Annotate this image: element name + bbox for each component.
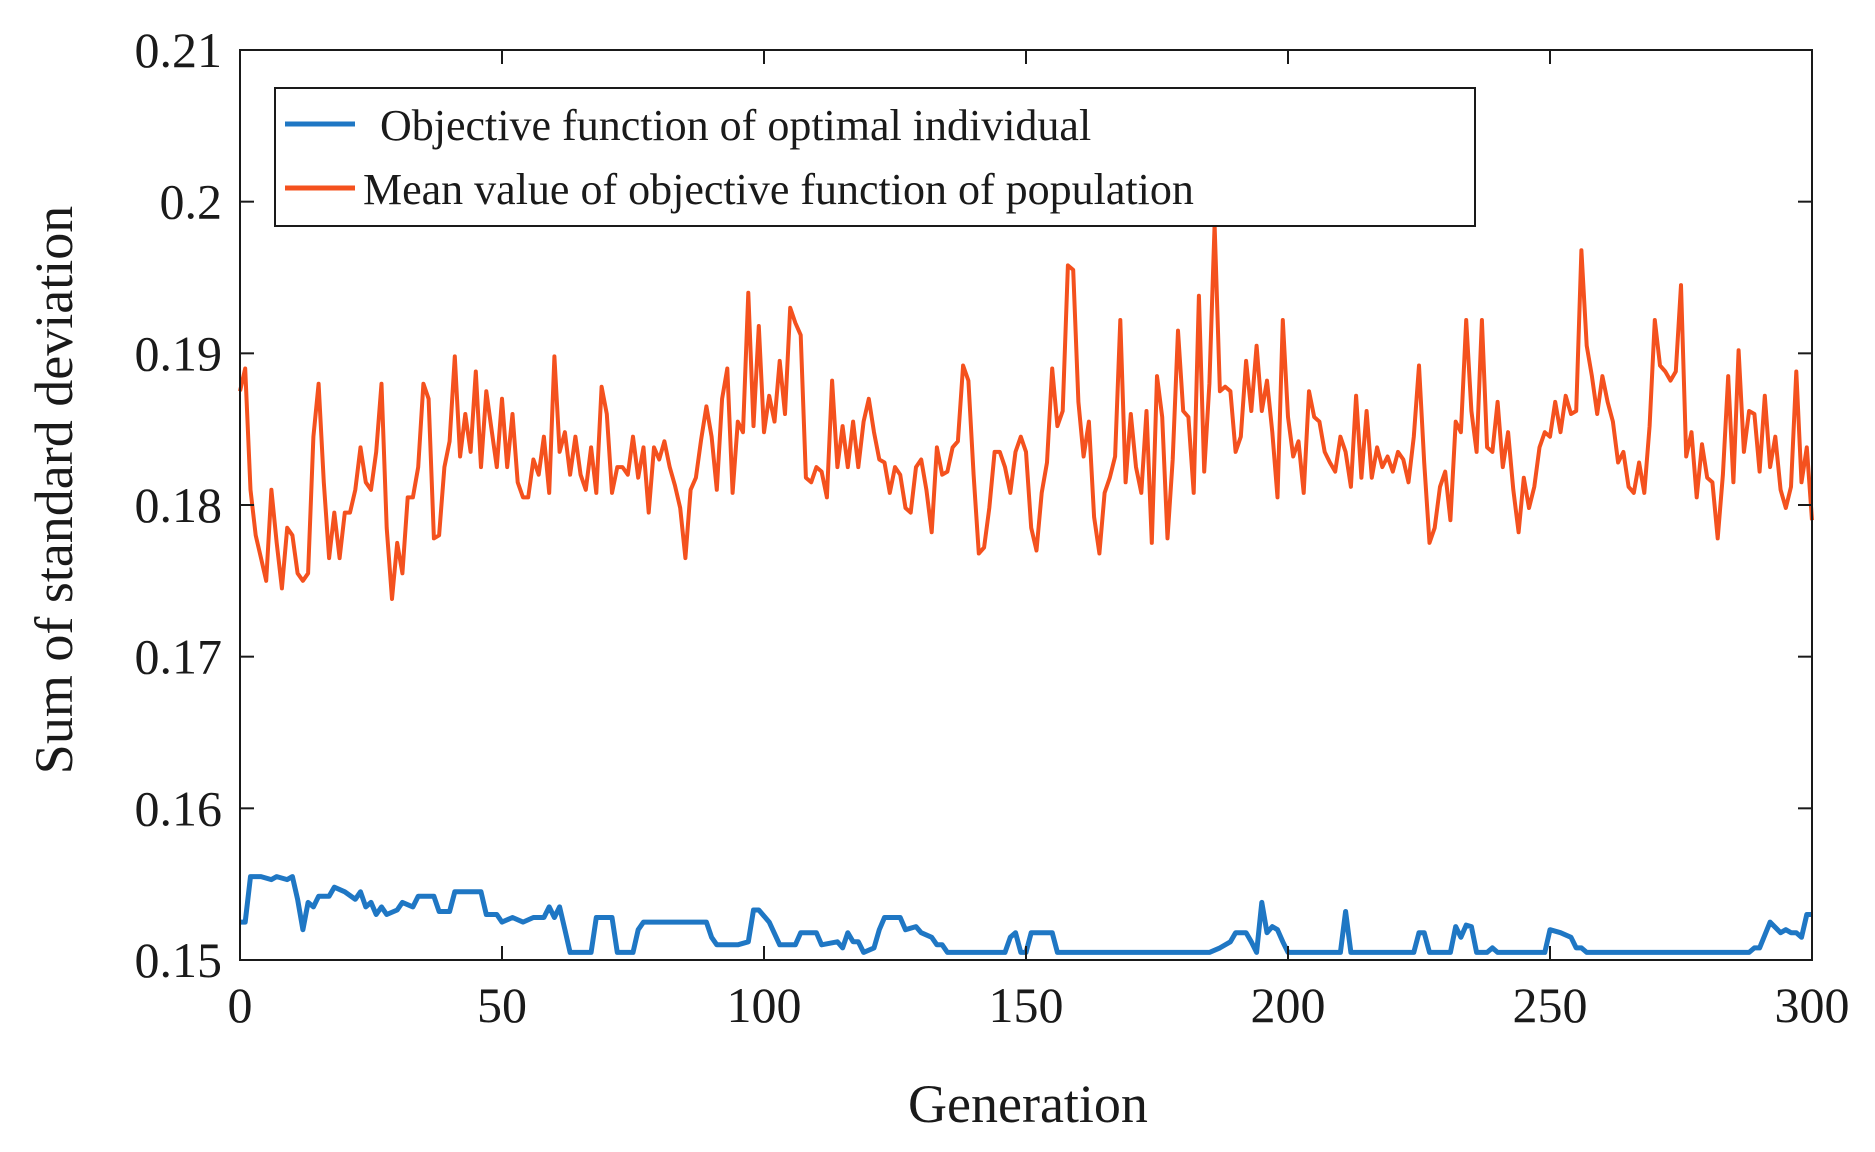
legend: Objective function of optimal individual… [274,87,1476,227]
legend-label-population-mean: Mean value of objective function of popu… [363,165,1194,214]
series-line-population-mean [238,222,1814,601]
x-tick-label: 100 [727,977,802,1033]
x-axis-label: Generation [908,1074,1148,1134]
y-tick-label: 0.15 [135,932,223,988]
y-tick-label: 0.21 [135,22,223,78]
x-tick-label: 300 [1775,977,1850,1033]
legend-box [274,87,1476,227]
y-tick-label: 0.17 [135,629,223,685]
x-tick-label: 250 [1513,977,1588,1033]
x-tick-label: 150 [989,977,1064,1033]
series-line-optimal-individual [240,874,1812,955]
legend-label-optimal-individual: Objective function of optimal individual [380,101,1091,150]
x-tick-label: 200 [1251,977,1326,1033]
ticks-layer: 0 50 100 150 200 250 300 0.15 0.16 0.17 0.18 0.19 0.… [135,22,1850,1033]
x-tick-label: 0 [228,977,253,1033]
y-tick-label: 0.18 [135,477,223,533]
y-tick-label: 0.16 [135,780,223,836]
y-tick-label: 0.19 [135,325,223,381]
x-tick-label: 50 [477,977,527,1033]
series-layer [238,222,1814,955]
y-tick-label: 0.2 [160,174,223,230]
y-axis-label: Sum of standard deviation [24,206,84,774]
